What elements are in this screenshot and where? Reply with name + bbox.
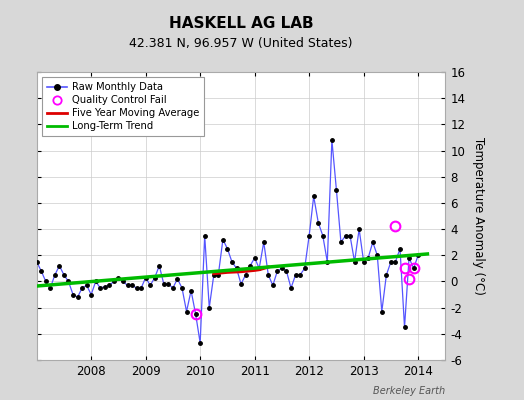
Legend: Raw Monthly Data, Quality Control Fail, Five Year Moving Average, Long-Term Tren: Raw Monthly Data, Quality Control Fail, … xyxy=(42,77,204,136)
Y-axis label: Temperature Anomaly (°C): Temperature Anomaly (°C) xyxy=(472,137,485,295)
Title: 42.381 N, 96.957 W (United States): 42.381 N, 96.957 W (United States) xyxy=(129,37,353,50)
Text: Berkeley Earth: Berkeley Earth xyxy=(373,386,445,396)
Text: HASKELL AG LAB: HASKELL AG LAB xyxy=(169,16,313,31)
